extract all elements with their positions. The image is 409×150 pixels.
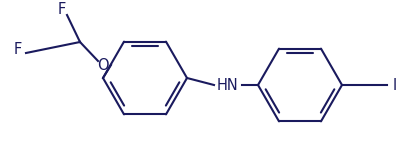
Text: F: F — [58, 3, 66, 18]
Text: O: O — [97, 57, 108, 72]
Text: I: I — [392, 78, 396, 93]
Text: HN: HN — [217, 78, 238, 93]
Text: F: F — [14, 42, 22, 57]
